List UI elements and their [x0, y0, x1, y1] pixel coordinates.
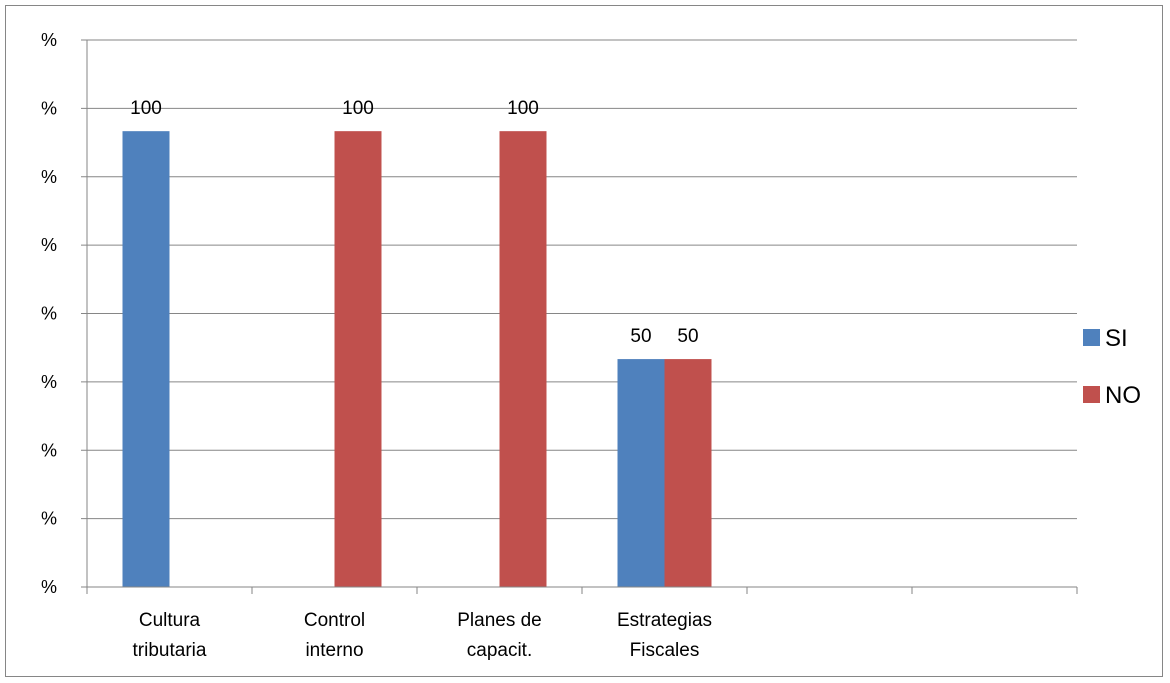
- gridlines: [87, 39, 1077, 520]
- y-tick-label: %: [41, 577, 57, 597]
- data-label: 100: [130, 98, 162, 119]
- legend: SI NO: [1083, 325, 1141, 409]
- x-tick-label: capacit.: [467, 640, 532, 661]
- bar-no: [334, 131, 382, 587]
- data-label: 100: [507, 98, 539, 119]
- legend-label-no: NO: [1105, 382, 1141, 409]
- x-tick-label: Fiscales: [630, 640, 700, 661]
- x-tick-label: Control: [304, 610, 365, 631]
- bar-si: [122, 131, 170, 587]
- y-tick-label: %: [41, 509, 57, 529]
- x-axis-tick-labels: Cultura tributaria Control interno Planes de…: [133, 610, 712, 661]
- x-tick-label: tributaria: [133, 640, 207, 661]
- data-label: 50: [677, 326, 698, 347]
- data-label: 100: [342, 98, 374, 119]
- y-tick-label: %: [41, 167, 57, 187]
- chart-frame: [5, 5, 1163, 677]
- y-tick-label: %: [41, 235, 57, 255]
- bar-no: [499, 131, 547, 587]
- bars: [122, 131, 712, 587]
- legend-swatch-si: [1083, 329, 1100, 346]
- bar-si: [617, 359, 665, 587]
- x-tick-label: Planes de: [457, 610, 542, 631]
- y-tick-label: %: [41, 98, 57, 118]
- legend-label-si: SI: [1105, 325, 1128, 352]
- y-tick-label: %: [41, 440, 57, 460]
- legend-swatch-no: [1083, 386, 1100, 403]
- x-tick-label: interno: [305, 640, 363, 661]
- x-tick-label: Estrategias: [617, 610, 712, 631]
- axes: [81, 39, 1078, 594]
- data-labels: 100 100 100 50 50: [130, 98, 698, 347]
- y-tick-label: %: [41, 30, 57, 50]
- data-label: 50: [630, 326, 651, 347]
- x-tick-label: Cultura: [139, 610, 201, 631]
- y-tick-label: %: [41, 372, 57, 392]
- y-axis-tick-labels: %%%%%%%%%: [41, 30, 57, 597]
- y-tick-label: %: [41, 304, 57, 324]
- bar-no: [664, 359, 712, 587]
